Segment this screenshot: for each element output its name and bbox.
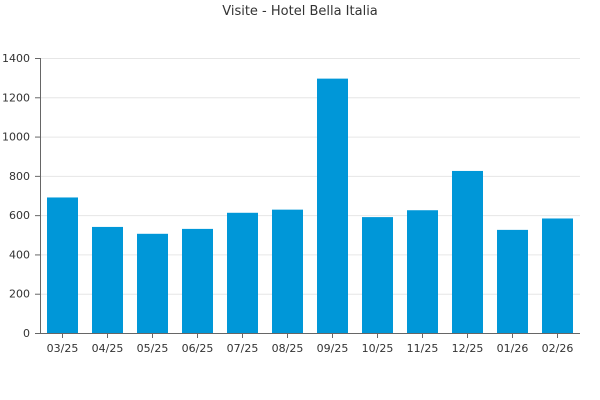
bar-09-25 <box>317 78 348 333</box>
axes <box>35 58 580 338</box>
bar-12-25 <box>452 170 483 333</box>
x-tick-label: 05/25 <box>137 342 169 355</box>
bar-06-25 <box>182 228 213 333</box>
x-tick-label: 12/25 <box>452 342 484 355</box>
bars <box>47 78 573 333</box>
grid-lines <box>40 58 580 295</box>
bar-04-25 <box>92 226 123 333</box>
bar-10-25 <box>362 217 393 333</box>
x-tick-label: 03/25 <box>47 342 79 355</box>
x-tick-label: 11/25 <box>407 342 439 355</box>
y-tick-label: 1200 <box>2 91 30 104</box>
bar-07-25 <box>227 212 258 333</box>
x-tick-label: 04/25 <box>92 342 124 355</box>
y-tick-label: 200 <box>9 288 30 301</box>
bar-08-25 <box>272 209 303 333</box>
x-tick-label: 10/25 <box>362 342 394 355</box>
y-tick-label: 800 <box>9 170 30 183</box>
x-tick-label: 06/25 <box>182 342 214 355</box>
x-tick-label: 08/25 <box>272 342 304 355</box>
bar-02-26 <box>542 218 573 333</box>
y-tick-label: 1000 <box>2 131 30 144</box>
x-tick-label: 01/26 <box>497 342 529 355</box>
x-tick-label: 07/25 <box>227 342 259 355</box>
y-tick-label: 0 <box>23 327 30 340</box>
bar-05-25 <box>137 233 168 333</box>
tick-labels: 0 200 400 600 800 1000 1200 1400 03/25 04/25 05/25… <box>2 52 573 355</box>
chart-title: Visite - Hotel Bella Italia <box>222 4 378 19</box>
bar-01-26 <box>497 229 528 333</box>
y-tick-label: 600 <box>9 209 30 222</box>
x-tick-label: 09/25 <box>317 342 349 355</box>
x-tick-label: 02/26 <box>542 342 574 355</box>
bar-11-25 <box>407 210 438 333</box>
y-tick-label: 400 <box>9 248 30 261</box>
y-tick-label: 1400 <box>2 52 30 65</box>
bar-03-25 <box>47 197 78 333</box>
